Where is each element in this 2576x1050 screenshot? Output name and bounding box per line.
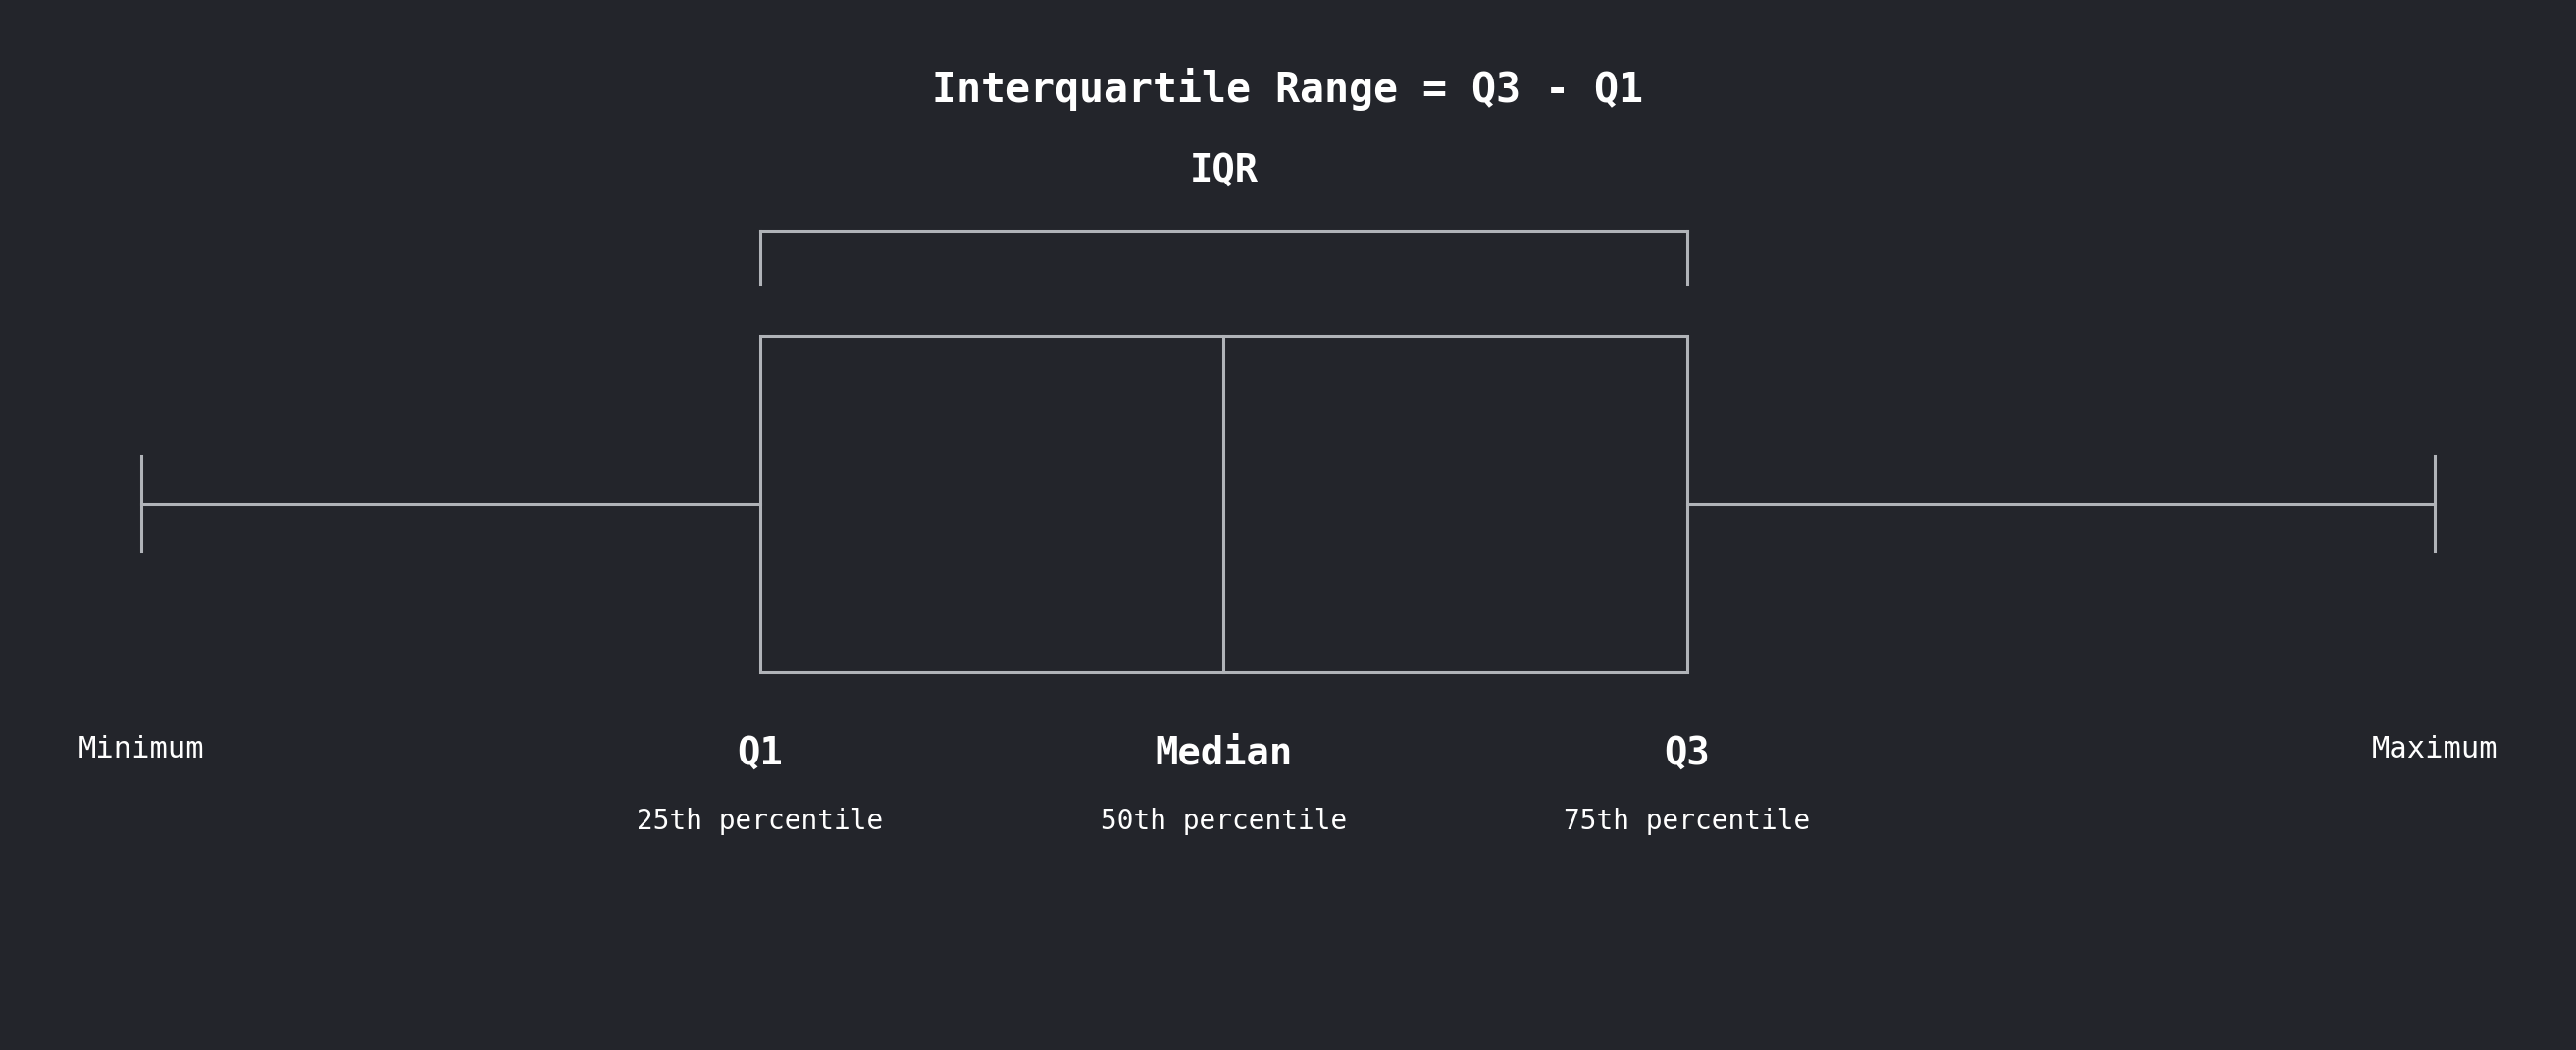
Text: IQR: IQR: [1190, 151, 1257, 189]
Text: Maximum: Maximum: [2372, 735, 2496, 763]
Text: Interquartile Range = Q3 - Q1: Interquartile Range = Q3 - Q1: [933, 67, 1643, 111]
Text: 25th percentile: 25th percentile: [636, 807, 884, 835]
Text: Q3: Q3: [1664, 734, 1710, 772]
Text: 50th percentile: 50th percentile: [1100, 807, 1347, 835]
Text: Minimum: Minimum: [80, 735, 204, 763]
Text: Q1: Q1: [737, 734, 783, 772]
Text: Median: Median: [1154, 734, 1293, 772]
Text: 75th percentile: 75th percentile: [1564, 807, 1811, 835]
Bar: [760, 336, 1687, 672]
